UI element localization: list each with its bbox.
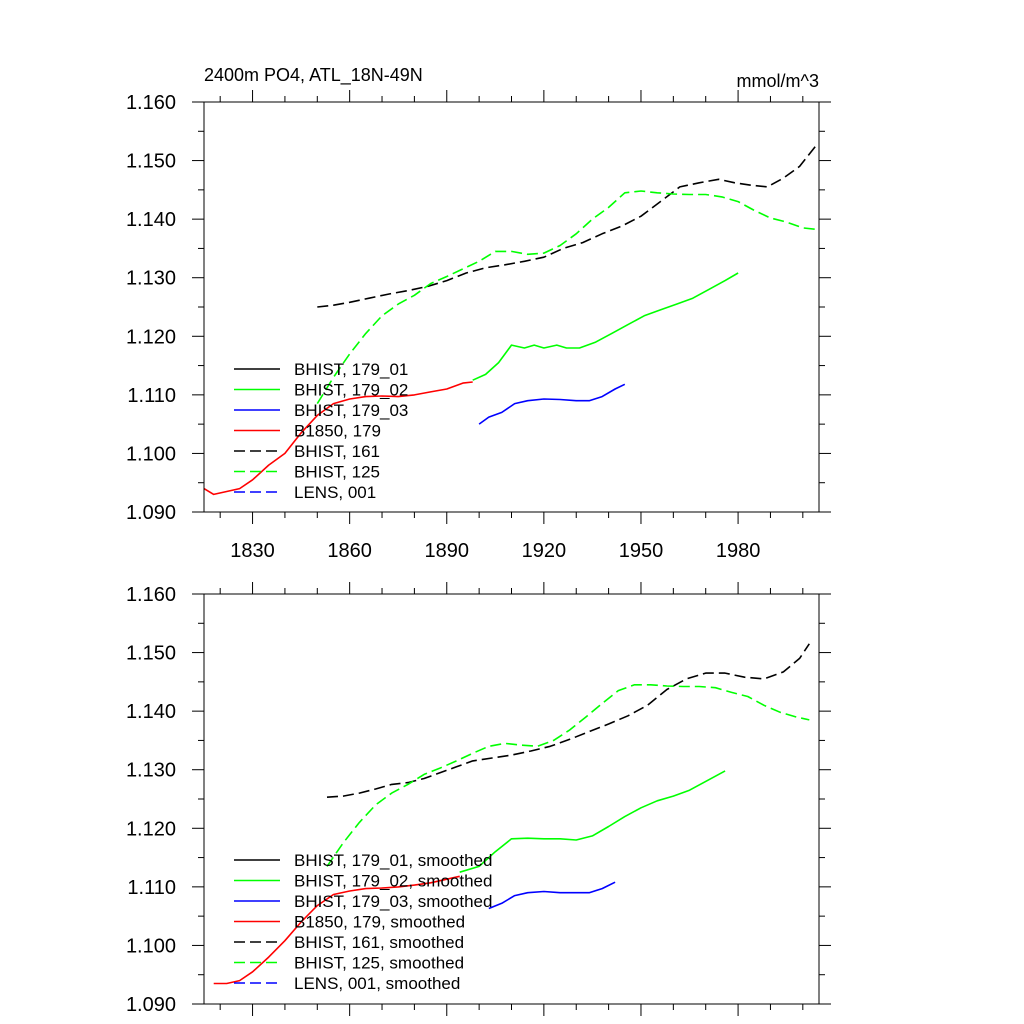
series-line [459,770,726,873]
legend-label: BHIST, 179_03 [294,401,408,420]
x-tick-label: 1950 [619,540,664,562]
series-line [213,875,460,985]
series-line [326,643,810,798]
y-tick-label: 1.140 [126,701,176,723]
x-tick-label: 1920 [522,540,567,562]
legend-label: BHIST, 179_02, smoothed [294,872,492,891]
x-tick-label: 1890 [425,540,470,562]
y-tick-label: 1.150 [126,643,176,665]
legend-label: BHIST, 125 [294,463,380,482]
x-tick-label: 1860 [327,540,372,562]
y-tick-label: 1.090 [126,994,176,1016]
units-label: mmol/m^3 [737,71,819,91]
y-tick-label: 1.130 [126,268,176,290]
y-tick-label: 1.100 [126,443,176,465]
bottom-chart-panel: 1.160 1.150 1.140 1.130 1.120 1.110 1.100 1.090… [126,582,831,1016]
y-tick-label: 1.110 [127,877,176,899]
legend-label: B1850, 179 [294,422,381,441]
x-tick-label: 1830 [230,540,275,562]
x-tick-label: 1980 [716,540,761,562]
legend-label: BHIST, 179_03, smoothed [294,892,492,911]
legend-label: BHIST, 161 [294,442,380,461]
series-line [316,190,820,405]
y-tick-label: 1.110 [127,385,176,407]
y-tick-label: 1.150 [126,151,176,173]
y-tick-label: 1.130 [126,760,176,782]
legend-label: BHIST, 179_01, smoothed [294,851,492,870]
top-chart-panel: 1830 1860 1890 1920 1950 1980 1.160 1.150 1.140 1… [126,65,831,562]
y-tick-label: 1.160 [126,92,176,114]
y-tick-label: 1.140 [126,209,176,231]
series-line [472,272,739,381]
y-tick-label: 1.090 [126,502,176,524]
y-tick-label: 1.160 [126,584,176,606]
series-line [478,383,626,425]
legend-label: LENS, 001, smoothed [294,974,460,993]
legend-label: BHIST, 125, smoothed [294,954,464,973]
chart-title: 2400m PO4, ATL_18N-49N [204,65,423,86]
y-tick-label: 1.100 [126,935,176,957]
legend-label: BHIST, 179_01 [294,360,408,379]
y-tick-label: 1.120 [126,818,176,840]
series-line [488,881,616,910]
legend-label: BHIST, 161, smoothed [294,933,464,952]
legend-label: B1850, 179, smoothed [294,913,465,932]
series-line [317,145,817,308]
y-tick-label: 1.120 [126,326,176,348]
series-line [326,684,810,867]
series-line [203,381,473,496]
legend-label: LENS, 001 [294,483,376,502]
legend-label: BHIST, 179_02 [294,381,408,400]
